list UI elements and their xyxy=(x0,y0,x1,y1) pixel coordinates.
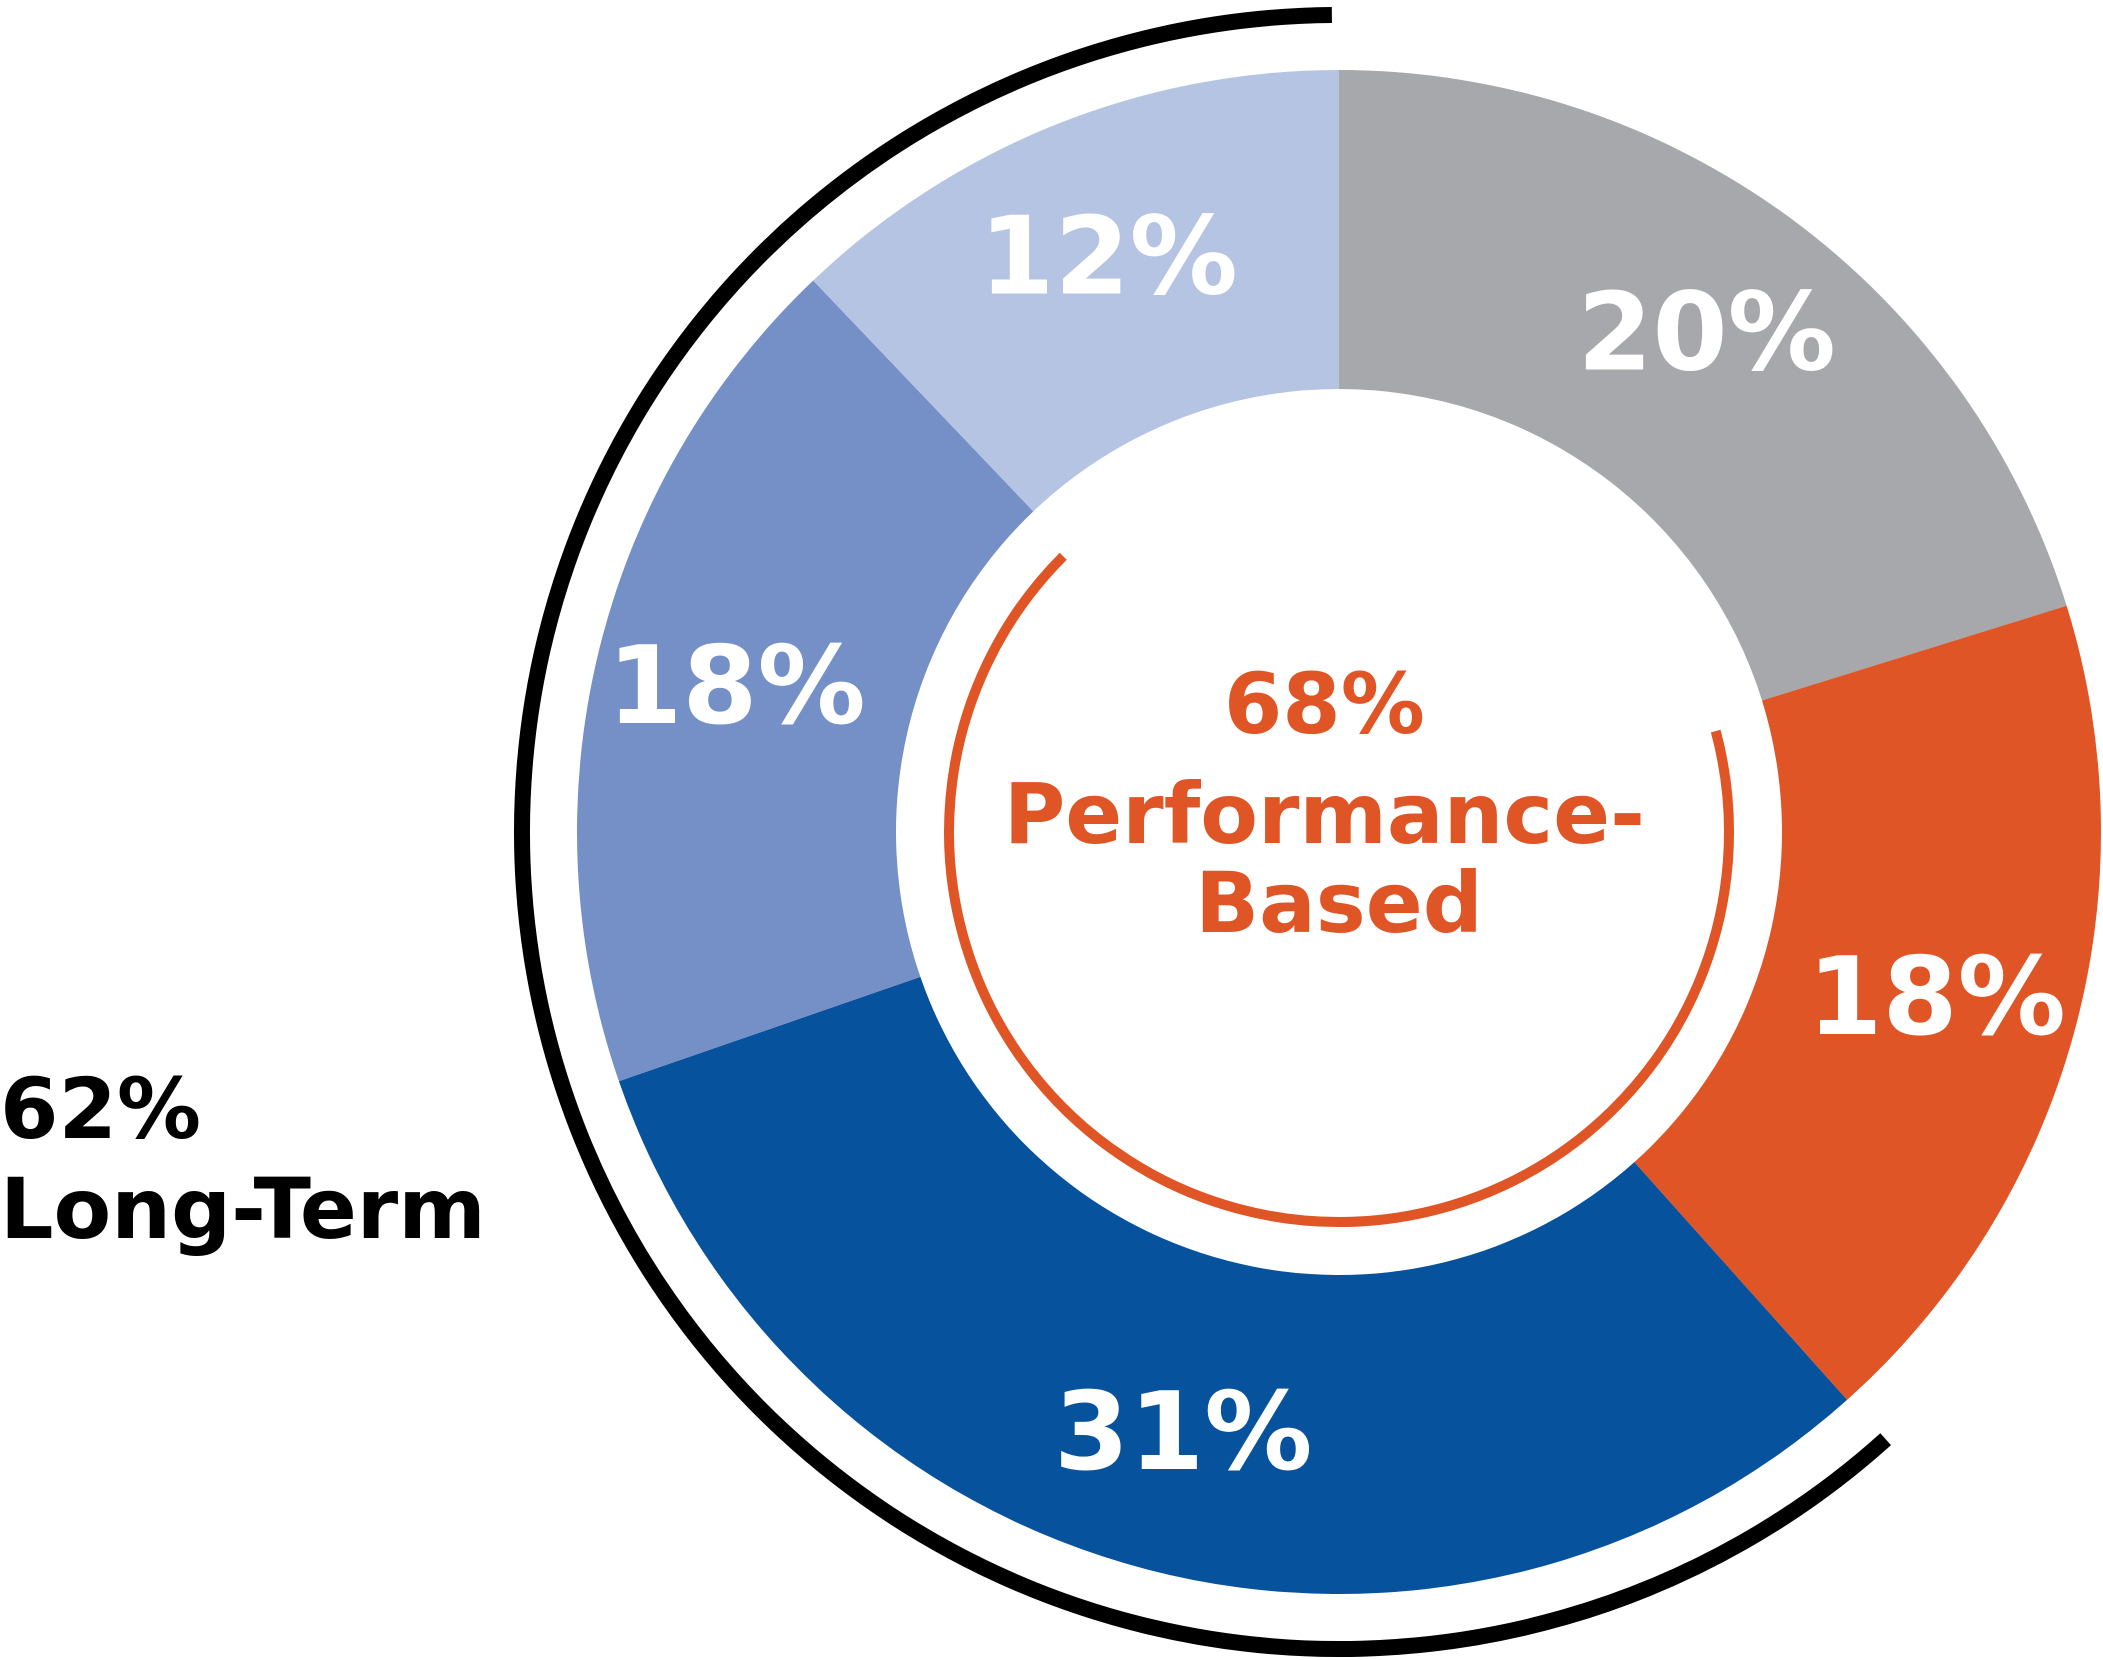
performance-bracket-arc xyxy=(944,552,1734,1227)
pie-slice-1 xyxy=(1339,70,2067,701)
slice-label-5: 12% xyxy=(979,194,1238,319)
performance-group-label: 68% Performance- Based xyxy=(1004,655,1675,952)
pie-slice-3 xyxy=(618,976,1848,1595)
slice-label-4: 18% xyxy=(607,624,866,749)
slice-label-2: 18% xyxy=(1807,935,2066,1060)
slice-label-3: 31% xyxy=(1054,1370,1313,1495)
long-term-percent: 62% xyxy=(0,1060,201,1158)
long-term-bracket-arc xyxy=(514,7,1892,1657)
performance-line-1: Performance- xyxy=(1004,765,1645,863)
performance-line-2: Based xyxy=(1195,854,1483,952)
pie-slice-2 xyxy=(1634,605,2101,1400)
pie-slice-4 xyxy=(577,280,1034,1082)
performance-percent: 68% xyxy=(1224,655,1425,753)
slice-labels-layer: 20% 18% 31% 18% 12% xyxy=(607,194,2066,1495)
long-term-line-1: Long-Term xyxy=(0,1160,486,1258)
pie-slice-5 xyxy=(813,70,1339,512)
slice-label-1: 20% xyxy=(1577,271,1836,396)
long-term-group-label: 62% Long-Term xyxy=(0,1060,486,1258)
slices-layer xyxy=(577,70,2101,1595)
group-arcs-layer xyxy=(514,7,1892,1657)
